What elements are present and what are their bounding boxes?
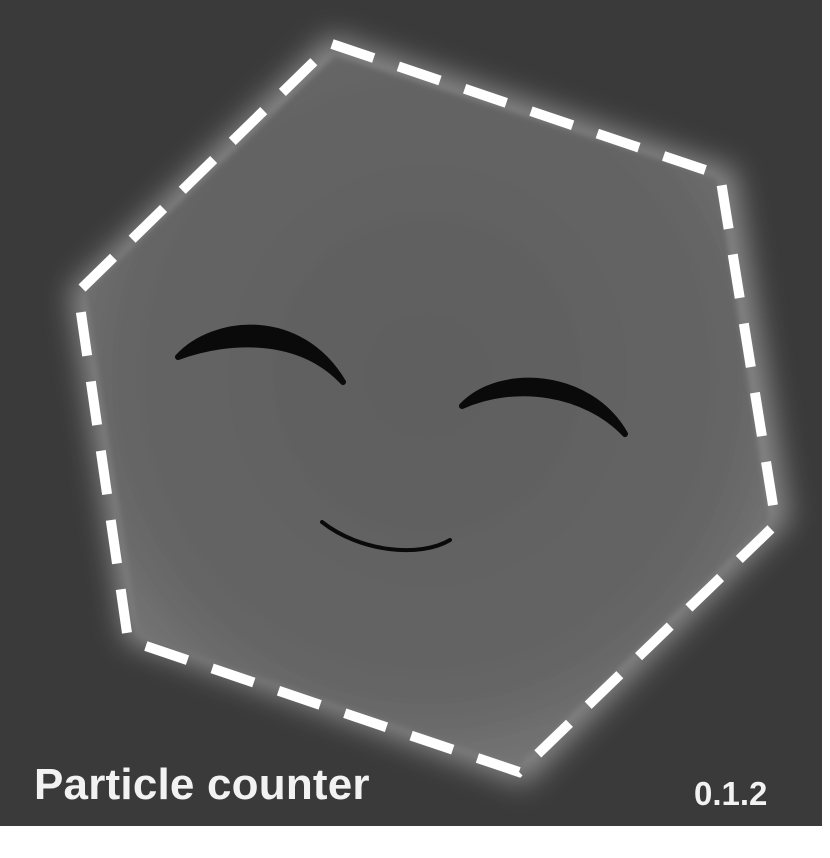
app-title: Particle counter [34, 760, 370, 809]
hexagon-particle-icon [85, 55, 770, 768]
version-label: 0.1.2 [694, 775, 768, 812]
dashed-hexagon-outline [72, 38, 782, 778]
particle-illustration [70, 35, 790, 785]
left-eye-icon [175, 324, 346, 385]
smile-icon [320, 520, 452, 552]
splash-image: Particle counter 0.1.2 [0, 0, 822, 826]
right-eye-icon [459, 377, 628, 437]
